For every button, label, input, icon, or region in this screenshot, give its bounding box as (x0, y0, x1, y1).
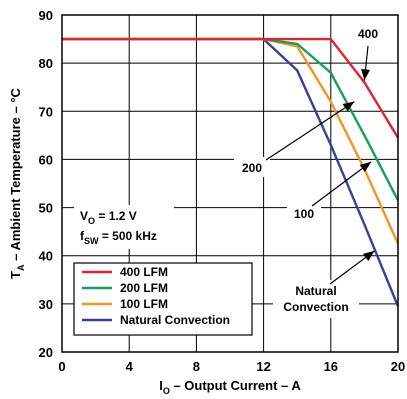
y-axis-label: TA – Ambient Temperature – °C (8, 87, 26, 278)
y-tick-label-20: 20 (39, 345, 53, 360)
annotation-arrow-shaft (265, 101, 355, 161)
annotation-100-lfm: 100 (287, 161, 372, 223)
x-tick-label-4: 4 (126, 359, 134, 374)
y-tick-label-40: 40 (39, 249, 53, 264)
annotation-text-400: 400 (358, 27, 378, 41)
y-tick-label-50: 50 (39, 201, 53, 216)
x-axis-label: IO – Output Current – A (159, 378, 301, 396)
annotation-arrow-shaft (311, 161, 372, 207)
legend: 400 LFM 200 LFM 100 LFM Natural Convection (73, 262, 253, 336)
annotation-bg (287, 203, 321, 223)
x-tick-label-20: 20 (391, 359, 405, 374)
x-tick-label-0: 0 (58, 359, 65, 374)
y-tick-label-30: 30 (39, 297, 53, 312)
legend-label-200-lfm: 200 LFM (120, 281, 168, 295)
y-tick-label-90: 90 (39, 8, 53, 23)
annotation-200-lfm: 200 (234, 101, 355, 177)
annotation-text-100: 100 (294, 207, 314, 221)
legend-label-natural-convection: Natural Convection (120, 313, 230, 327)
annotation-bg (273, 280, 359, 318)
y-tick-label-60: 60 (39, 152, 53, 167)
annotation-natural-convection: Natural Convection (273, 250, 375, 318)
legend-box (73, 262, 253, 336)
condition-fsw: fSW = 500 kHz (80, 229, 157, 246)
legend-label-100-lfm: 100 LFM (120, 297, 168, 311)
x-tick-label-8: 8 (193, 359, 200, 374)
y-tick-label-80: 80 (39, 56, 53, 71)
annotation-arrow-head (342, 101, 355, 112)
condition-vo: VO = 1.2 V (80, 209, 137, 226)
plot-frame (61, 14, 399, 353)
y-tick-label-70: 70 (39, 104, 53, 119)
series-lines (62, 37, 400, 307)
x-tick-label-12: 12 (256, 359, 270, 374)
annotation-text-natural: Natural (295, 284, 336, 298)
annotation-text-convection: Convection (283, 300, 348, 314)
x-tick-label-16: 16 (324, 359, 338, 374)
annotation-text-200: 200 (242, 161, 262, 175)
legend-label-400-lfm: 400 LFM (120, 265, 168, 279)
annotation-arrow-head (361, 68, 371, 81)
annotation-bg (234, 157, 270, 177)
tick-labels: 0 4 8 12 16 20 20 30 40 50 60 70 80 90 (39, 8, 406, 374)
annotation-arrow-head (362, 250, 375, 262)
annotations: 400 200 100 Natural Convection (234, 27, 378, 318)
annotation-arrow-head (359, 161, 372, 173)
annotation-400-lfm: 400 (358, 27, 378, 81)
series-line-400-lfm (62, 37, 400, 139)
conditions-box (74, 205, 174, 249)
